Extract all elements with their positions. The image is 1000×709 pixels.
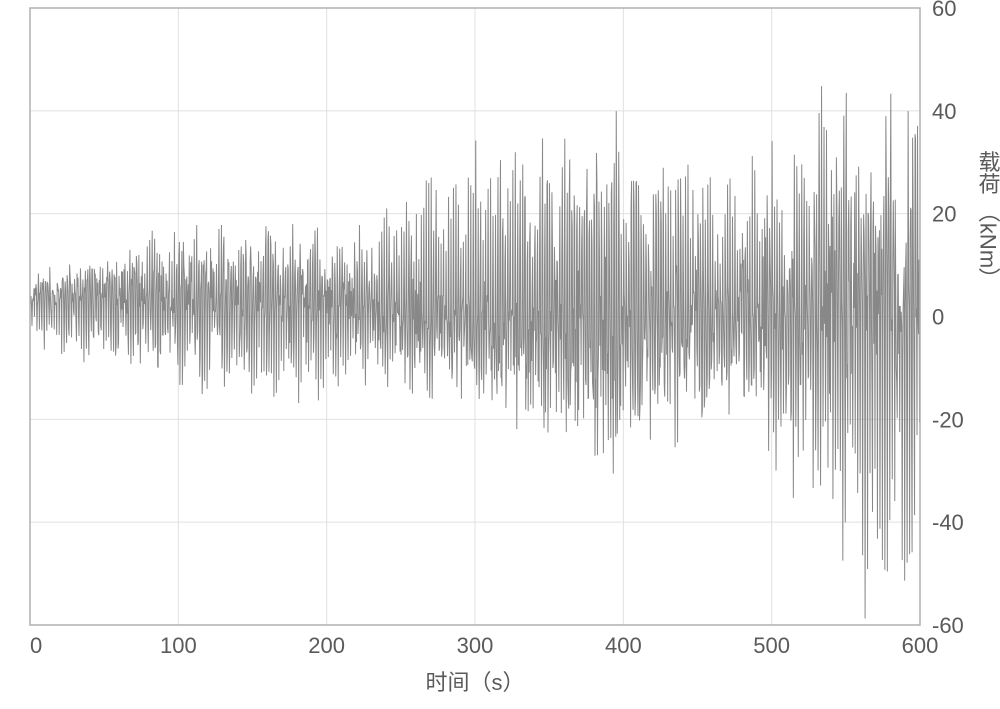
chart-svg: 0100200300400500600-60-40-200204060时间（s）… bbox=[0, 0, 1000, 709]
y-tick-label: -60 bbox=[932, 613, 964, 638]
x-tick-label: 500 bbox=[753, 633, 790, 658]
y-tick-label: 60 bbox=[932, 0, 956, 21]
y-tick-label: 0 bbox=[932, 305, 944, 330]
x-tick-label: 100 bbox=[160, 633, 197, 658]
y-tick-label: -20 bbox=[932, 407, 964, 432]
load-time-chart: 0100200300400500600-60-40-200204060时间（s）… bbox=[0, 0, 1000, 709]
y-axis-label: 载荷 （kNm） bbox=[976, 151, 1000, 290]
x-tick-label: 200 bbox=[308, 633, 345, 658]
y-tick-label: 20 bbox=[932, 202, 956, 227]
x-tick-label: 400 bbox=[605, 633, 642, 658]
x-tick-label: 0 bbox=[30, 633, 42, 658]
x-axis-label: 时间（s） bbox=[425, 670, 524, 695]
x-tick-label: 300 bbox=[457, 633, 494, 658]
y-tick-label: 40 bbox=[932, 99, 956, 124]
y-tick-label: -40 bbox=[932, 510, 964, 535]
